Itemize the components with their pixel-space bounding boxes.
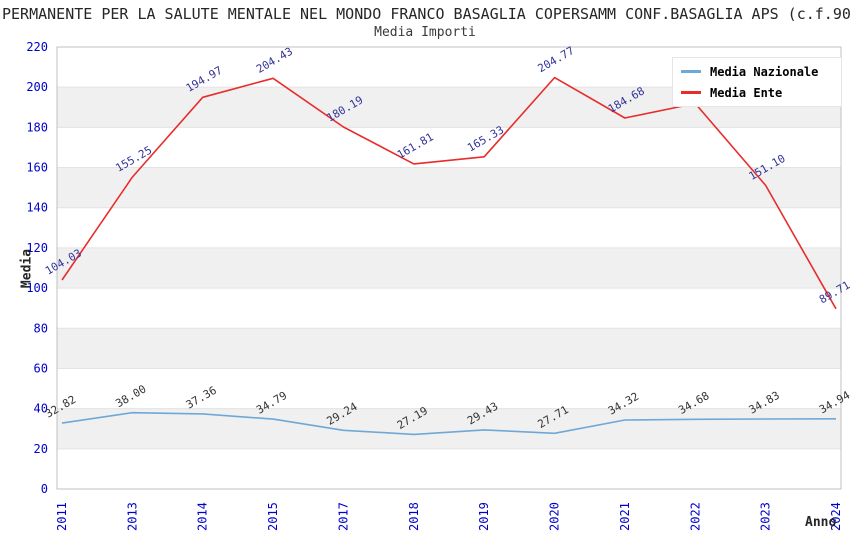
y-tick-label: 80	[34, 321, 48, 335]
y-tick-label: 20	[34, 442, 48, 456]
chart-subtitle: Media Importi	[374, 25, 476, 40]
x-tick-label: 2024	[829, 502, 843, 531]
x-tick-label: 2021	[618, 502, 632, 531]
x-tick-label: 2015	[266, 502, 280, 531]
series-line-media-nazionale	[61, 411, 837, 436]
chart-title: PERMANENTE PER LA SALUTE MENTALE NEL MON…	[2, 5, 850, 23]
background-band	[57, 127, 841, 168]
y-tick-label: 200	[26, 80, 48, 94]
y-tick-label: 140	[26, 201, 48, 215]
y-tick-label: 220	[26, 40, 48, 54]
legend-item-media-nazionale: Media Nazionale	[681, 62, 841, 82]
x-tick-label: 2020	[548, 502, 562, 531]
background-band	[57, 288, 841, 329]
background-band	[57, 328, 841, 369]
x-tick-label: 2014	[196, 502, 210, 531]
x-tick-label: 2013	[125, 502, 139, 531]
legend-label: Media Ente	[710, 85, 783, 100]
y-tick-label: 60	[34, 361, 48, 375]
background-band	[57, 167, 841, 208]
media-ente-line-swatch	[681, 91, 701, 94]
background-band	[57, 408, 841, 449]
x-tick-label: 2018	[407, 502, 421, 531]
background-band	[57, 247, 841, 289]
legend-label: Media Nazionale	[710, 64, 819, 79]
x-tick-label: 2022	[688, 502, 702, 531]
legend: Media Nazionale Media Ente	[672, 57, 842, 107]
x-axis-label: Anno	[805, 515, 837, 530]
y-tick-label: 180	[26, 120, 48, 134]
background-band	[57, 448, 841, 489]
x-tick-label: 2011	[55, 502, 69, 531]
y-tick-label: 120	[26, 241, 48, 255]
background-band	[57, 207, 841, 248]
legend-item-media-ente: Media Ente	[681, 83, 841, 103]
x-tick-label: 2019	[477, 502, 491, 531]
y-tick-label: 100	[26, 281, 48, 295]
series-line-media-ente	[61, 76, 837, 310]
plot-border	[56, 46, 842, 490]
y-tick-label: 0	[41, 482, 48, 496]
x-tick-label: 2017	[336, 502, 350, 531]
x-tick-label: 2023	[759, 502, 773, 531]
y-tick-label: 40	[34, 402, 48, 416]
background-band	[57, 368, 841, 409]
media-nazionale-line-swatch	[681, 70, 701, 73]
y-tick-label: 160	[26, 161, 48, 175]
